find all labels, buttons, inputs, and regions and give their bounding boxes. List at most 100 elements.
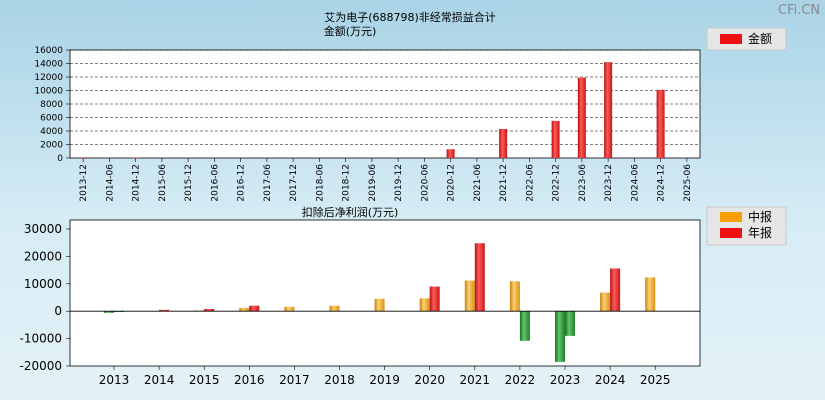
chart2-bar-annual: [474, 243, 485, 312]
chart1-title: 艾为电子(688798)非经常损益合计: [324, 10, 496, 24]
chart1-x-tick-label: 2023-06: [578, 164, 588, 202]
chart2-legend-label-annual: 年报: [748, 225, 772, 240]
chart1-y-tick-label: 12000: [34, 73, 63, 83]
chart2-y-tick-label: 30000: [24, 222, 62, 236]
chart1-x-tick-label: 2021-06: [473, 164, 483, 202]
chart1-legend: 金额: [706, 27, 787, 51]
chart2-x-tick-label: 2020: [414, 373, 445, 387]
chart1-x-tick-label: 2020-06: [420, 164, 430, 202]
chart1-x-tick-label: 2023-12: [604, 164, 614, 202]
chart2-x-tick-label: 2013: [99, 373, 130, 387]
chart2-bar-interim: [194, 310, 205, 312]
chart1-legend-box: [706, 27, 787, 51]
chart1-gridlines: [70, 49, 700, 145]
chart1-x-tick-label: 2018-06: [315, 164, 325, 202]
chart1-x-tick-label: 2017-12: [289, 164, 299, 202]
chart2-x-tick-label: 2023: [550, 373, 581, 387]
chart1-y-tick-label: 4000: [40, 127, 63, 137]
chart1-y-tick-label: 2000: [40, 141, 63, 151]
chart1-x-tick-label: 2015-12: [184, 164, 194, 202]
chart2-legend-swatch-interim: [720, 212, 742, 222]
chart2-bar-interim: [374, 298, 385, 312]
chart1-y-tick-label: 0: [57, 154, 63, 164]
chart2-bar-annual: [565, 311, 575, 336]
chart1-x-axis: 2013-12 2014-06 2014-12 2015-06 2015-12 2016-…: [79, 158, 693, 202]
chart1-y-axis: 0 2000 4000 6000 8000 10000 12000 14000 16000: [34, 46, 70, 164]
chart2-plot-area: [69, 219, 701, 367]
chart2-bar-annual: [204, 309, 215, 312]
chart1-legend-label-amount: 金额: [748, 31, 772, 46]
chart1-y-tick-label: 8000: [40, 100, 63, 110]
chart2-y-axis: -20000 -10000 0 10000 20000 30000: [19, 222, 70, 373]
chart2-y-tick-label: -10000: [19, 332, 62, 346]
chart2-y-tick-label: -20000: [19, 359, 62, 373]
chart2-x-tick-label: 2021: [460, 373, 491, 387]
chart1-x-tick-label: 2014-06: [105, 164, 115, 202]
chart2-bar-annual: [610, 268, 621, 312]
chart1-x-tick-label: 2019-06: [368, 164, 378, 202]
chart2-bar-interim: [104, 311, 114, 313]
chart2-bar-annual: [519, 311, 530, 341]
chart1-x-tick-label: 2019-12: [394, 164, 404, 202]
chart2-x-tick-label: 2016: [234, 373, 265, 387]
chart2-y-tick-label: 0: [54, 304, 62, 318]
chart2-x-tick-label: 2022: [505, 373, 536, 387]
chart2-y-tick-label: 20000: [24, 249, 62, 263]
chart1-bar: [604, 62, 613, 158]
chart1-bar: [499, 128, 508, 158]
chart2-x-tick-label: 2017: [279, 373, 310, 387]
chart2-legend-swatch-annual: [720, 228, 742, 238]
chart1-y-tick-label: 6000: [40, 114, 63, 124]
chart1-y-tick-label: 10000: [34, 87, 63, 97]
chart2-title: 扣除后净利润(万元): [302, 205, 399, 219]
chart1-x-tick-label: 2024-12: [657, 164, 667, 202]
chart1-subtitle: 金额(万元): [324, 24, 377, 38]
chart1-x-tick-label: 2022-06: [525, 164, 535, 202]
watermark: CFi.CN: [778, 3, 820, 18]
chart2-legend-box: [706, 206, 787, 246]
chart2-bar-interim: [329, 305, 340, 312]
chart1-x-tick-label: 2018-12: [342, 164, 352, 202]
chart1-x-tick-label: 2025-06: [683, 164, 693, 202]
chart2-bar-interim: [600, 292, 611, 312]
chart2-x-axis: 2013 2014 2015 2016 2017 2018 2019 2020 2021 2022…: [99, 366, 671, 387]
chart2-bar-interim: [464, 280, 475, 312]
chart2-x-tick-label: 2019: [369, 373, 400, 387]
chart2-legend: 中报 年报: [706, 206, 787, 246]
chart2-x-tick-label: 2018: [324, 373, 355, 387]
chart1-bars: [79, 62, 665, 158]
chart1-bar: [79, 157, 88, 158]
chart1-x-tick-label: 2013-12: [79, 164, 89, 202]
chart1-bar: [577, 77, 586, 158]
chart2-bar-interim: [509, 281, 520, 312]
chart2-bar-interim: [419, 298, 430, 312]
chart1-bar: [551, 120, 560, 158]
chart1-bar: [656, 89, 665, 158]
chart2-bar-interim: [284, 306, 295, 312]
chart1-x-tick-label: 2015-06: [158, 164, 168, 202]
chart2-x-tick-label: 2014: [144, 373, 175, 387]
chart1-x-tick-label: 2021-12: [499, 164, 509, 202]
chart1-x-tick-label: 2017-06: [263, 164, 273, 202]
chart2-bar-interim: [239, 307, 250, 312]
chart2-bar-annual: [159, 309, 170, 312]
chart1-bar: [131, 157, 140, 158]
chart1-group: 艾为电子(688798)非经常损益合计 金额(万元) 0 2000 4000 6000…: [34, 10, 787, 202]
chart2-bar-annual: [429, 286, 440, 312]
chart1-y-tick-label: 14000: [34, 60, 63, 70]
chart2-bar-interim: [645, 277, 656, 312]
chart2-bar-interim: [555, 311, 565, 362]
chart2-x-tick-label: 2015: [189, 373, 220, 387]
chart2-y-tick-label: 10000: [24, 277, 62, 291]
chart1-x-tick-label: 2016-12: [237, 164, 247, 202]
chart1-bar: [446, 149, 455, 158]
chart2-x-tick-label: 2025: [640, 373, 671, 387]
chart1-x-tick-label: 2022-12: [552, 164, 562, 202]
chart1-x-tick-label: 2016-06: [210, 164, 220, 202]
chart1-x-tick-label: 2014-12: [132, 164, 142, 202]
chart1-x-tick-label: 2024-06: [630, 164, 640, 202]
chart2-x-tick-label: 2024: [595, 373, 626, 387]
chart2-bar-annual: [249, 305, 260, 312]
